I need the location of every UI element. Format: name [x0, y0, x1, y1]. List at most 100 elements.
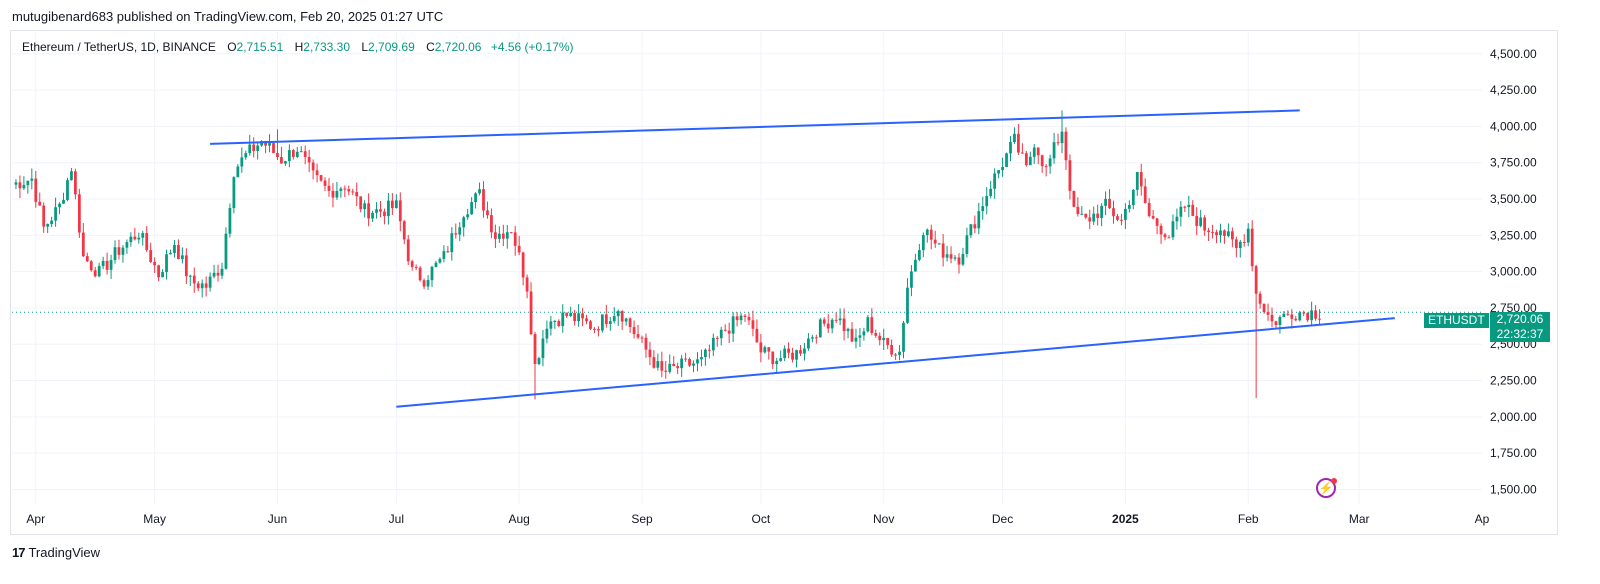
candle-body	[1167, 237, 1171, 239]
candle-body	[1290, 314, 1294, 319]
candle-body	[767, 347, 771, 352]
candle-body	[545, 328, 549, 339]
candle-body	[188, 275, 192, 277]
candle-body	[727, 330, 731, 334]
candle-body	[707, 349, 711, 351]
candle-body	[1120, 219, 1123, 221]
candle-body	[458, 227, 462, 235]
candle-body	[54, 207, 57, 221]
candle-body	[640, 337, 644, 339]
y-tick-label: 3,500.00	[1490, 192, 1537, 206]
candle-body	[696, 359, 699, 364]
footer[interactable]: 17 TradingView	[12, 545, 100, 560]
x-tick-label: Mar	[1349, 512, 1370, 526]
candle-body	[315, 170, 319, 176]
candle-body	[993, 173, 997, 189]
candle-body	[299, 151, 303, 153]
candle-body	[196, 283, 200, 289]
countdown-tag: 22:32:37	[1490, 327, 1550, 342]
candle-body	[973, 224, 977, 229]
candle-body	[470, 202, 474, 215]
candle-body	[965, 235, 969, 254]
candle-body	[1274, 321, 1278, 325]
candle-body	[1219, 230, 1222, 236]
symbol-name[interactable]: Ethereum / TetherUS, 1D, BINANCE	[22, 40, 216, 54]
y-tick-label: 2,250.00	[1490, 374, 1537, 388]
candle-body	[438, 258, 442, 263]
candle-body	[109, 260, 113, 270]
candle-body	[248, 144, 252, 154]
candle-body	[589, 321, 592, 329]
candle-body	[668, 363, 672, 372]
candle-body	[858, 335, 862, 338]
candle-body	[1179, 206, 1183, 217]
candle-body	[169, 252, 172, 255]
candle-body	[1230, 231, 1234, 240]
x-tick-label: May	[143, 512, 166, 526]
candle-body	[989, 188, 993, 197]
candle-body	[450, 233, 454, 253]
candle-body	[121, 247, 125, 255]
candle-body	[236, 166, 240, 178]
y-tick-label: 3,250.00	[1490, 228, 1537, 242]
candle-body	[1005, 153, 1008, 168]
candle-body	[1238, 241, 1242, 249]
candle-body	[597, 329, 600, 331]
candle-body	[759, 342, 763, 353]
x-tick-label: Jun	[268, 512, 287, 526]
chart-frame[interactable]	[10, 30, 1558, 535]
candle-body	[1131, 189, 1135, 206]
candle-body	[977, 211, 981, 229]
candle-body	[264, 140, 267, 146]
candle-body	[933, 239, 937, 244]
candle-body	[339, 188, 343, 191]
candle-body	[1270, 314, 1274, 322]
candle-body	[961, 253, 965, 265]
candle-body	[684, 358, 687, 360]
candle-body	[204, 283, 208, 288]
candle-body	[161, 272, 164, 278]
candle-body	[795, 350, 798, 360]
candle-body	[1314, 310, 1317, 319]
candle-body	[1024, 153, 1028, 166]
candle-body	[200, 283, 204, 289]
candle-body	[482, 189, 485, 211]
candle-body	[969, 224, 973, 236]
candle-body	[1076, 206, 1080, 215]
candle-body	[394, 200, 398, 209]
candle-body	[585, 318, 588, 322]
high-value: 2,733.30	[303, 40, 350, 54]
x-tick-label: Apr	[26, 512, 45, 526]
candle-body	[1286, 313, 1290, 315]
candle-body	[755, 328, 759, 343]
candle-body	[38, 201, 42, 206]
candle-body	[383, 211, 386, 217]
candle-body	[1258, 293, 1262, 304]
candle-body	[177, 244, 180, 260]
candle-body	[644, 337, 648, 350]
candle-body	[208, 276, 212, 288]
candle-body	[1242, 241, 1246, 243]
candle-body	[680, 358, 684, 369]
candle-body	[287, 150, 291, 162]
candle-body	[367, 203, 370, 219]
y-tick-label: 3,750.00	[1490, 156, 1537, 170]
ticker-tag: ETHUSDT	[1424, 313, 1489, 328]
candle-body	[351, 191, 355, 193]
candle-body	[66, 180, 69, 200]
candle-body	[355, 191, 359, 197]
candle-body	[501, 233, 505, 239]
candle-body	[1151, 216, 1155, 219]
candle-body	[549, 321, 553, 329]
lightning-icon[interactable]: ⚡	[1316, 478, 1336, 498]
candle-body	[347, 189, 351, 192]
candle-body	[1175, 216, 1179, 222]
x-tick-label: Ap	[1475, 512, 1490, 526]
candle-body	[390, 200, 394, 209]
candle-body	[323, 180, 327, 186]
tradingview-logo-icon: 17	[12, 545, 26, 560]
candle-body	[494, 232, 497, 239]
candle-body	[1159, 225, 1163, 235]
candle-body	[838, 318, 842, 321]
